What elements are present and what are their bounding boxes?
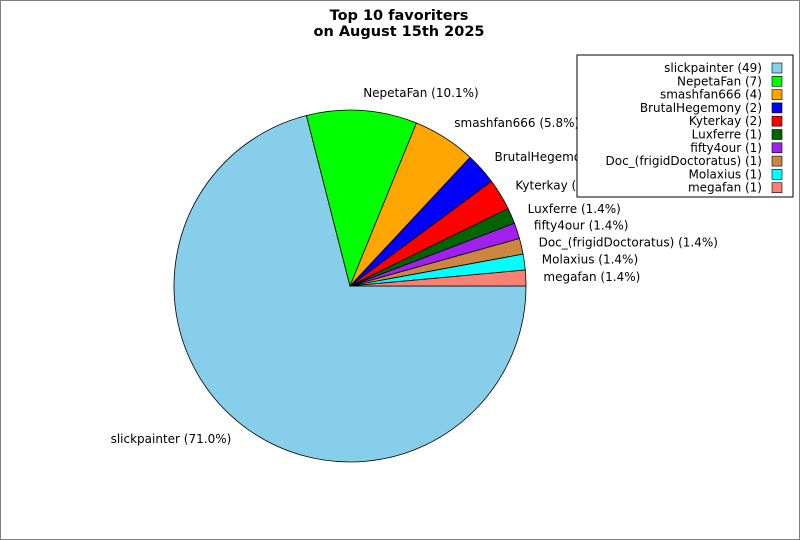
pie-slice-slickpainter [173,115,527,463]
legend-swatch-brutalhegemony [771,102,783,114]
legend-label-smashfan666: smashfan666 (4) [660,88,762,102]
legend-swatch-slickpainter [771,62,783,74]
legend-box [576,54,794,198]
slice-label-molaxius: Molaxius (1.4%) [542,253,638,267]
legend-swatch-megafan [771,182,783,193]
legend-label-fifty4our: fifty4our (1) [690,141,762,155]
legend-label-brutalhegemony: BrutalHegemony (2) [640,101,762,115]
slice-label-slickpainter: slickpainter (71.0%) [111,432,232,446]
legend-swatch-molaxius [771,169,783,180]
legend-label-luxferre: Luxferre (1) [692,128,762,142]
legend-swatch-nepetafan [771,76,783,87]
pie-slice-megafan [349,269,527,287]
legend-swatch-kyterkay [771,115,783,127]
legend-swatch-luxferre [771,129,783,140]
slice-label-megafan: megafan (1.4%) [543,270,640,284]
legend-swatch-fifty4our [771,142,783,154]
legend-label-doc-frigiddoctoratus: Doc_(frigidDoctoratus) (1) [606,154,763,168]
slice-label-luxferre: Luxferre (1.4%) [528,202,621,216]
chart-title-line-2: on August 15th 2025 [313,24,484,40]
legend-swatch-doc-frigiddoctoratus [771,155,783,167]
pie-slice-nepetafan [305,109,417,288]
legend: slickpainter (49)NepetaFan (7)smashfan66… [576,54,794,198]
legend-label-megafan: megafan (1) [688,181,762,195]
legend-label-slickpainter: slickpainter (49) [664,61,762,75]
chart-title-line-1: Top 10 favoriters [330,8,469,24]
legend-label-nepetafan: NepetaFan (7) [677,74,762,88]
pie-slices [173,109,527,463]
legend-label-molaxius: Molaxius (1) [689,167,763,181]
slice-label-nepetafan: NepetaFan (10.1%) [363,86,478,100]
legend-swatch-smashfan666 [771,89,783,100]
slice-label-fifty4our: fifty4our (1.4%) [534,218,629,232]
slice-label-smashfan666: smashfan666 (5.8%) [454,116,579,130]
slice-label-doc-frigiddoctoratus: Doc_(frigidDoctoratus) (1.4%) [539,235,718,249]
legend-label-kyterkay: Kyterkay (2) [689,114,762,128]
